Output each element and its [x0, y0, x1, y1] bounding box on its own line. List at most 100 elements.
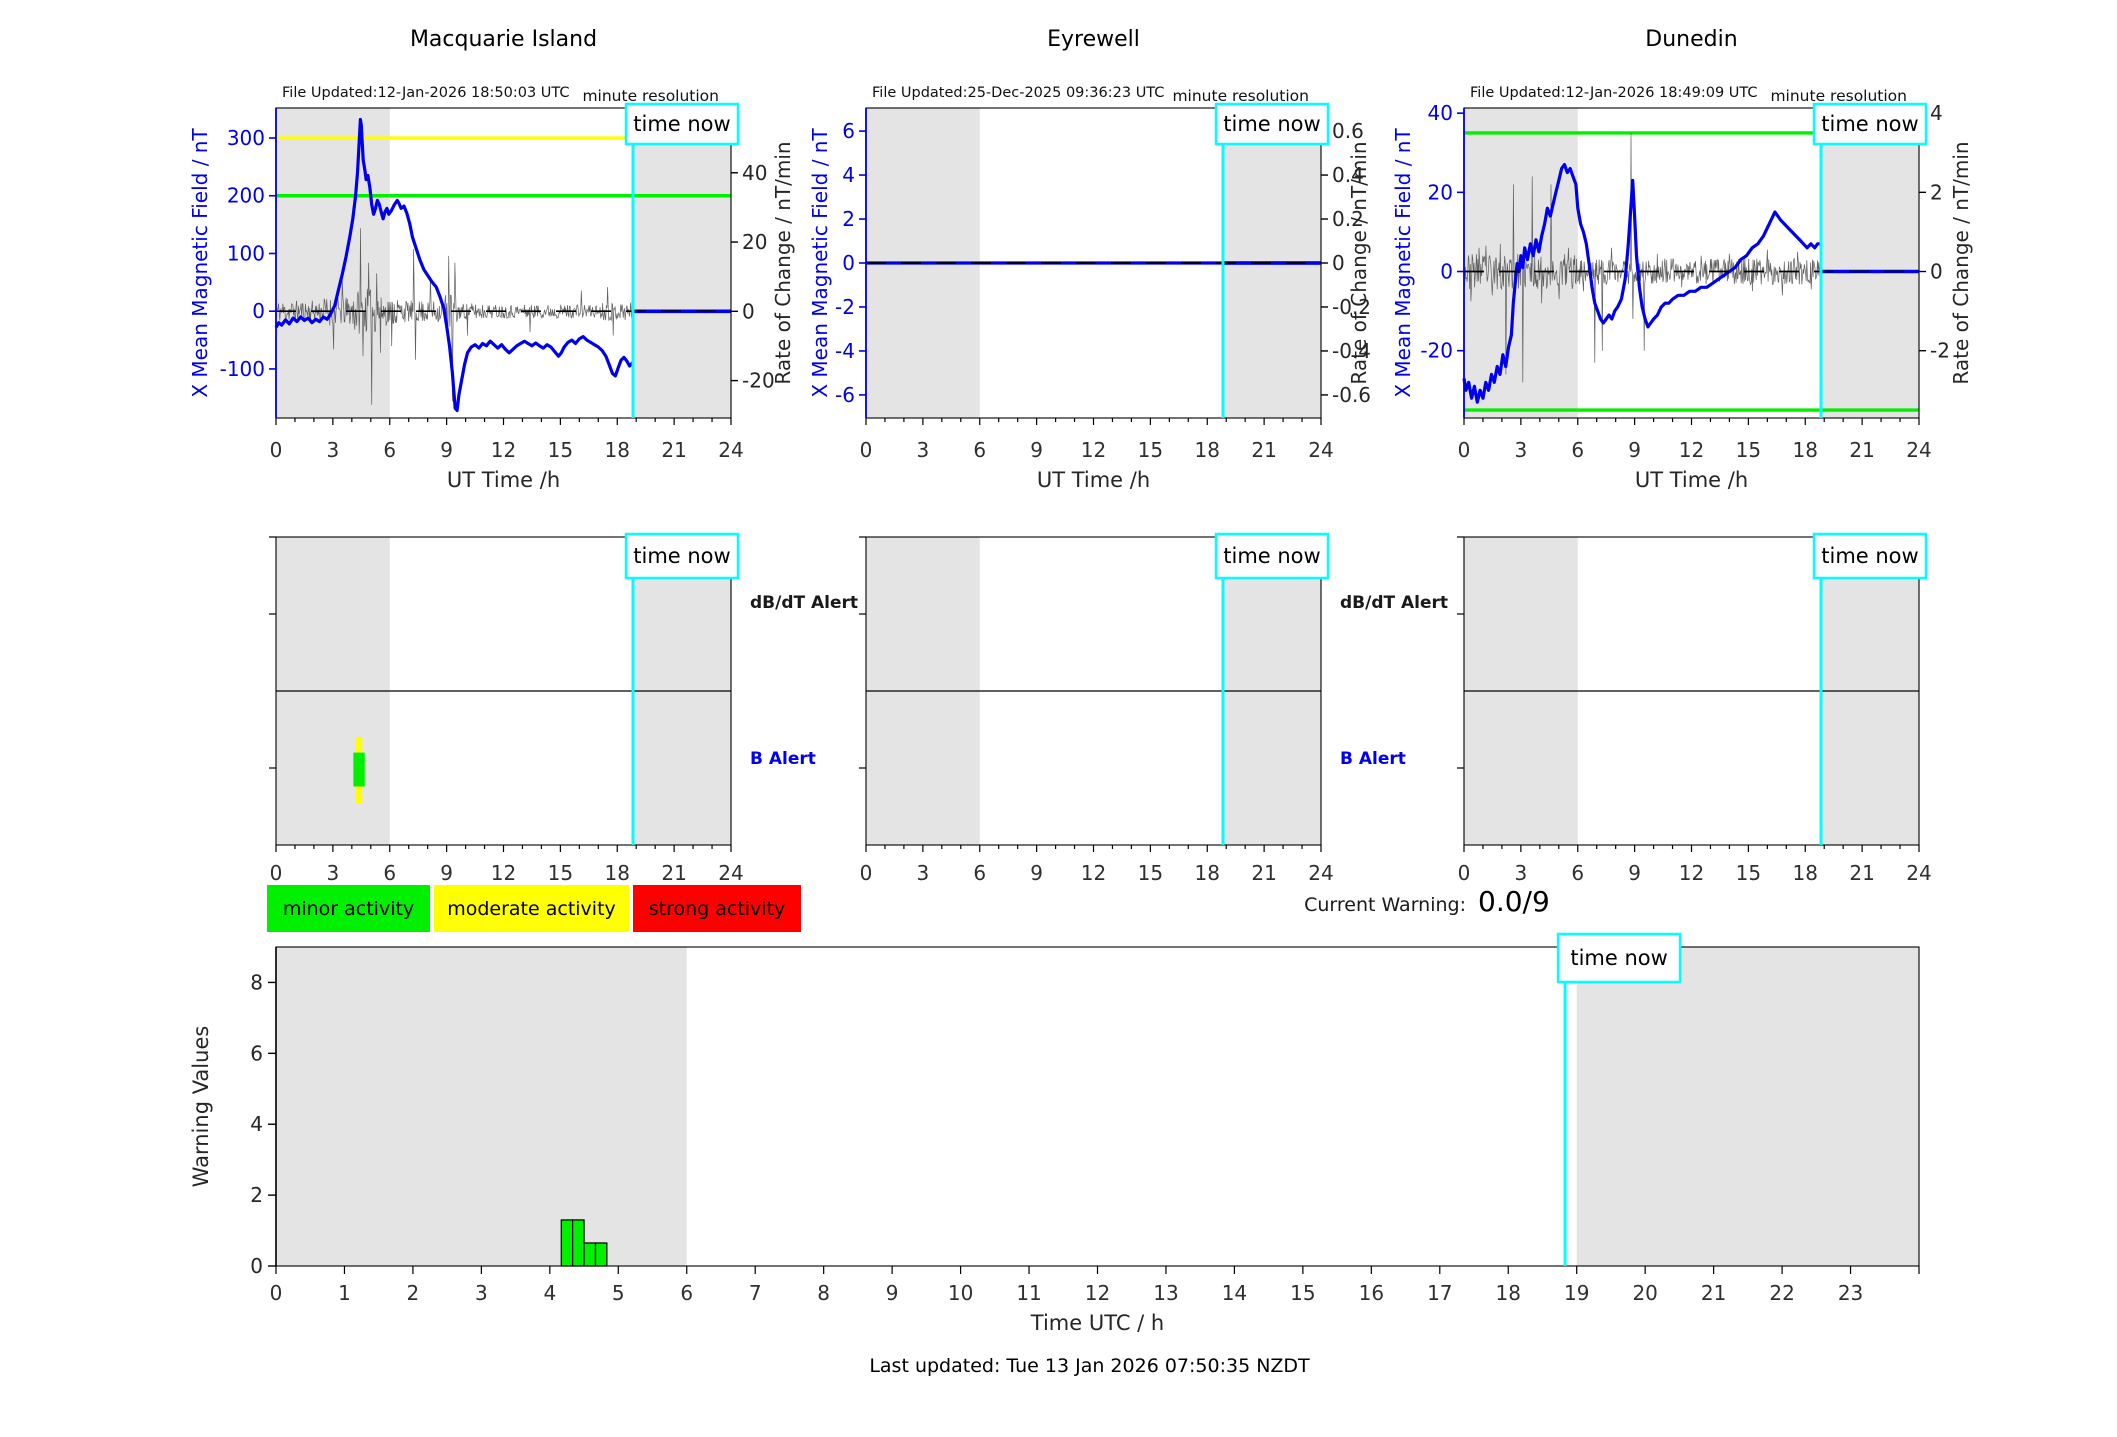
x-tick-label: 9 [440, 438, 453, 462]
time-now-label: time now [633, 544, 730, 568]
left-tick-label: -6 [835, 383, 855, 407]
x-tick-label: 11 [1016, 1281, 1041, 1305]
x-tick-label: 15 [548, 861, 573, 885]
left-tick-label: 200 [227, 184, 265, 208]
warning-bar [583, 1242, 597, 1267]
right-tick-label: 0 [1332, 251, 1345, 275]
x-tick-label: 0 [270, 1281, 283, 1305]
chart-title: Macquarie Island [410, 27, 597, 52]
x-tick-label: 18 [1195, 438, 1220, 462]
x-tick-label: 3 [917, 438, 930, 462]
legend-label: moderate activity [447, 898, 616, 920]
warning-bar [560, 1219, 574, 1267]
x-tick-label: 18 [605, 438, 630, 462]
alert-panel-2: 0 3 6 9 12 15 18 21 24 dB/dT Alert B Alert time now [859, 532, 1448, 885]
minute-resolution-text: minute resolution [582, 87, 719, 105]
x-tick-label: 10 [948, 1281, 973, 1305]
right-axis-label: Rate of Change / nT/min [1949, 141, 1973, 384]
alert-panel-3: 0 3 6 9 12 15 18 21 24 time now [1457, 532, 1932, 885]
x-tick-label: 12 [1081, 861, 1106, 885]
x-tick-label: 9 [1628, 861, 1641, 885]
legend-swatch-green [267, 885, 430, 932]
time-now-box [624, 532, 740, 580]
x-tick-label: 18 [1496, 1281, 1521, 1305]
time-now-label: time now [1821, 544, 1918, 568]
shaded-band [276, 947, 687, 1266]
minute-resolution-text: minute resolution [1770, 87, 1907, 105]
right-axis-label: Rate of Change / nT/min [771, 141, 795, 384]
x-tick-label: 6 [1571, 861, 1584, 885]
y-tick-label: 4 [250, 1112, 263, 1136]
time-now-box [1812, 532, 1928, 580]
right-tick-label: -0.6 [1332, 383, 1371, 407]
x-tick-label: 12 [491, 438, 516, 462]
time-now-label: time now [1223, 544, 1320, 568]
x-tick-label: 18 [1195, 861, 1220, 885]
x-tick-label: 5 [612, 1281, 625, 1305]
file-updated-text: File Updated:12-Jan-2026 18:49:09 UTC [1470, 85, 1758, 101]
last-updated-text: Last updated: Tue 13 Jan 2026 07:50:35 N… [869, 1355, 1310, 1377]
right-tick-label: -20 [742, 369, 775, 393]
time-now-box [1812, 102, 1928, 146]
right-tick-label: 0 [742, 299, 755, 323]
alert-panel-1: 0 3 6 9 12 15 18 21 24 dB/dT Alert B Alert time now [269, 532, 858, 885]
ut-time-label: UT Time /h [1037, 468, 1150, 492]
right-tick-label: 2 [1930, 180, 1943, 204]
time-now-label: time now [1570, 946, 1667, 970]
y-tick-label: 0 [250, 1254, 263, 1278]
warning-values-axis-label: Warning Values [189, 1026, 213, 1188]
right-tick-label: 0.2 [1332, 207, 1364, 231]
b-alert-label: B Alert [1340, 749, 1406, 769]
left-tick-label: 4 [842, 163, 855, 187]
x-tick-label: 24 [718, 438, 743, 462]
shaded-band [632, 108, 731, 418]
station-chart-2: 0 3 6 9 12 15 18 21 24 6 4 2 0 -2 -4 -6 0.6 0.4 0.2 0 -0.2 -0… [808, 27, 1371, 492]
x-tick-label: 6 [680, 1281, 693, 1305]
alert-activity-bar-green [353, 752, 365, 787]
warning-values-chart: 0 1 2 3 4 5 6 7 8 9 10 11 12 13 14 15 16 17 18 19 20 21 22 2302… [189, 932, 1920, 1335]
left-tick-label: 20 [1428, 180, 1453, 204]
left-tick-label: -2 [835, 295, 855, 319]
magnetic-field-series [274, 117, 635, 413]
x-tick-label: 14 [1222, 1281, 1247, 1305]
right-tick-label: 40 [742, 161, 767, 185]
x-tick-label: 16 [1359, 1281, 1384, 1305]
time-now-box [1556, 932, 1682, 984]
b-alert-label: B Alert [750, 749, 816, 769]
chart-title: Dunedin [1645, 27, 1737, 52]
time-now-box [624, 102, 740, 146]
x-tick-label: 7 [749, 1281, 762, 1305]
warning-bar [572, 1219, 585, 1267]
x-tick-label: 15 [1736, 438, 1761, 462]
x-tick-label: 6 [383, 861, 396, 885]
left-tick-label: 300 [227, 126, 265, 150]
time-now-label: time now [1821, 112, 1918, 136]
legend-swatch-yellow [434, 885, 629, 932]
chart-title: Eyrewell [1047, 27, 1140, 52]
x-tick-label: 21 [661, 438, 686, 462]
x-tick-label: 18 [1793, 438, 1818, 462]
x-tick-label: 15 [1290, 1281, 1315, 1305]
time-now-label: time now [1223, 112, 1320, 136]
x-tick-label: 3 [475, 1281, 488, 1305]
x-tick-label: 12 [1679, 438, 1704, 462]
left-tick-label: 2 [842, 207, 855, 231]
x-tick-label: 21 [661, 861, 686, 885]
activity-legend: minor activity moderate activity strong ac… [267, 885, 1550, 932]
x-tick-label: 0 [1458, 438, 1471, 462]
legend-label: strong activity [649, 898, 786, 920]
x-tick-label: 0 [860, 438, 873, 462]
x-tick-label: 8 [817, 1281, 830, 1305]
rate-of-change-noise-series [275, 228, 633, 405]
right-tick-label: 4 [1930, 101, 1943, 125]
x-tick-label: 18 [605, 861, 630, 885]
x-tick-label: 24 [1906, 438, 1931, 462]
x-tick-label: 3 [1515, 438, 1528, 462]
shaded-band [1576, 947, 1919, 1266]
x-tick-label: 3 [1515, 861, 1528, 885]
shaded-band [1820, 108, 1919, 418]
x-tick-label: 3 [917, 861, 930, 885]
x-tick-label: 12 [1085, 1281, 1110, 1305]
station-chart-1: 0 3 6 9 12 15 18 21 243002001000-10040200-20Macq… [188, 27, 795, 492]
